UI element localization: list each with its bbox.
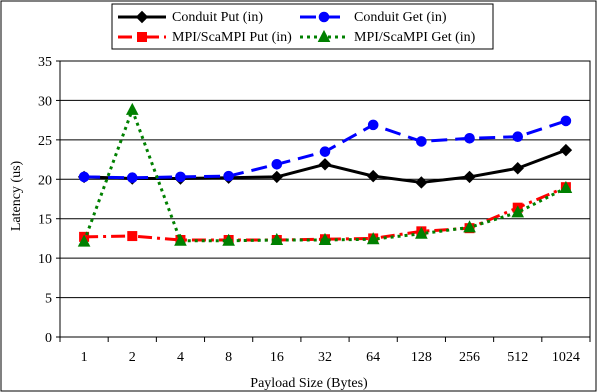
data-point <box>318 232 332 246</box>
data-point <box>511 205 525 218</box>
series-3 <box>77 102 573 247</box>
data-point <box>511 162 524 175</box>
x-tick-label: 1024 <box>552 350 580 365</box>
data-point <box>319 146 331 157</box>
x-tick-label: 2 <box>129 350 136 365</box>
x-tick-label: 64 <box>366 350 380 365</box>
series-1 <box>78 115 572 184</box>
legend-marker <box>318 11 330 23</box>
y-tick-label: 0 <box>45 331 52 346</box>
data-point <box>270 232 284 246</box>
data-point <box>126 172 138 184</box>
data-point <box>463 220 476 233</box>
legend-label: MPI/ScaMPI Put (in) <box>172 30 292 45</box>
plot-area-frame <box>59 60 591 338</box>
data-point <box>464 132 475 144</box>
y-tick-label: 20 <box>38 173 52 188</box>
data-point <box>463 170 476 184</box>
y-axis-ticks: 0 5 10 15 20 25 30 35 <box>38 55 60 346</box>
legend-item-0: Conduit Put (in) <box>118 10 263 25</box>
data-point <box>416 136 427 147</box>
x-tick-label: 4 <box>177 350 184 365</box>
data-point <box>512 131 524 143</box>
y-axis-label: Latency (us) <box>9 160 24 231</box>
legend-label: MPI/ScaMPI Get (in) <box>354 30 476 45</box>
data-point <box>559 180 573 193</box>
legend-item-1: Conduit Get (in) <box>300 10 447 25</box>
y-tick-label: 15 <box>38 213 52 228</box>
legend-marker <box>137 32 147 42</box>
legend-item-2: MPI/ScaMPI Put (in) <box>118 30 292 45</box>
legend-label: Conduit Put (in) <box>172 10 263 25</box>
x-tick-label: 128 <box>411 350 432 365</box>
legend-box <box>111 3 494 50</box>
data-point <box>559 143 573 157</box>
x-tick-label: 512 <box>507 350 528 365</box>
legend-item-3: MPI/ScaMPI Get (in) <box>300 29 476 45</box>
data-point <box>366 232 380 245</box>
x-tick-label: 256 <box>459 350 480 365</box>
data-point <box>77 234 91 247</box>
x-tick-label: 16 <box>270 350 284 365</box>
data-point <box>271 159 283 170</box>
legend-marker <box>135 10 149 24</box>
data-point <box>318 158 332 171</box>
data-point <box>222 233 235 246</box>
data-point <box>78 171 90 183</box>
data-point <box>415 176 428 189</box>
data-point <box>415 226 428 239</box>
data-point <box>366 169 380 183</box>
legend: Conduit Put (in) Conduit Get (in) MPI/ScaM… <box>111 3 494 50</box>
data-point <box>127 231 138 242</box>
data-point <box>367 119 379 131</box>
data-point <box>223 170 234 182</box>
x-axis-label: Payload Size (Bytes) <box>250 376 368 391</box>
x-tick-label: 32 <box>318 350 332 365</box>
data-point <box>270 170 284 184</box>
legend-marker <box>317 29 331 42</box>
y-tick-label: 30 <box>38 94 52 109</box>
x-axis-ticks: 1 2 4 8 16 32 64 128 256 512 1024 <box>59 337 591 365</box>
y-tick-label: 25 <box>38 134 52 149</box>
legend-label: Conduit Get (in) <box>354 10 447 25</box>
y-tick-label: 5 <box>45 292 52 307</box>
series-group <box>77 102 573 247</box>
y-tick-label: 10 <box>38 252 52 267</box>
data-point <box>125 102 139 115</box>
data-point <box>174 233 187 246</box>
data-point <box>175 171 186 183</box>
data-point <box>560 115 572 127</box>
x-tick-label: 1 <box>81 350 88 365</box>
y-tick-label: 35 <box>38 55 52 70</box>
x-tick-label: 8 <box>225 350 232 365</box>
series-line <box>82 108 567 243</box>
